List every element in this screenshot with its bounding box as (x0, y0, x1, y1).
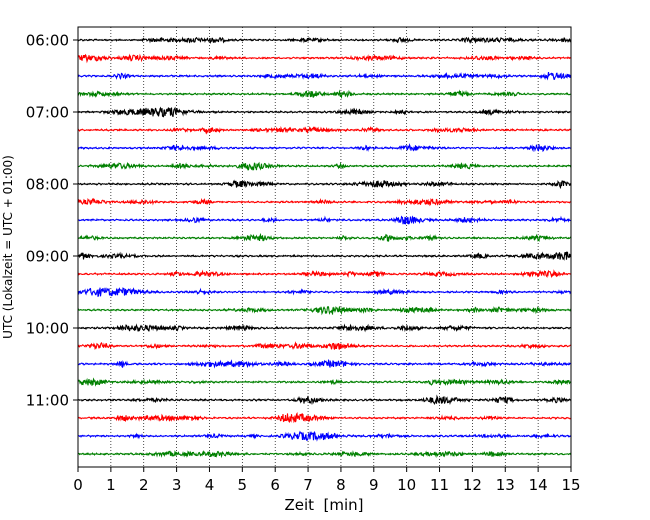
y-axis-ticks: 06:00 07:00 08:00 09:00 10:00 11:00 (26, 32, 78, 410)
grid-lines (110, 27, 539, 467)
x-tick-label: 0 (73, 476, 83, 494)
traces (77, 36, 572, 459)
x-axis-label: Zeit [min] (284, 496, 363, 514)
trace-line (77, 251, 572, 261)
trace-line (77, 179, 572, 190)
x-tick-label: 15 (561, 476, 580, 494)
trace-line (77, 232, 572, 243)
x-tick-label: 5 (238, 476, 248, 494)
trace-line (77, 430, 572, 442)
trace-line (77, 358, 572, 369)
y-axis-label: UTC (Lokalzeit = UTC + 01:00) (1, 155, 15, 339)
trace-line (77, 106, 572, 118)
y-tick-label: 08:00 (26, 176, 69, 194)
trace-line (77, 394, 572, 406)
y-tick-label: 07:00 (26, 104, 69, 122)
x-tick-label: 13 (496, 476, 515, 494)
x-axis-ticks: 0 1 2 3 4 5 6 7 8 9 10 11 12 13 14 15 (73, 467, 581, 494)
trace-line (77, 71, 572, 81)
trace-line (77, 341, 572, 351)
trace-line (77, 125, 572, 135)
trace-line (77, 450, 572, 459)
trace-line (77, 412, 572, 424)
trace-line (77, 269, 572, 279)
y-tick-label: 06:00 (26, 32, 69, 50)
trace-line (77, 53, 572, 64)
trace-line (77, 143, 572, 153)
trace-line (77, 89, 572, 100)
x-tick-label: 9 (369, 476, 379, 494)
x-tick-label: 10 (397, 476, 416, 494)
x-tick-label: 3 (172, 476, 182, 494)
x-tick-label: 14 (529, 476, 548, 494)
x-tick-label: 2 (139, 476, 149, 494)
trace-line (77, 323, 572, 333)
trace-line (77, 305, 572, 316)
trace-line (77, 215, 572, 225)
x-tick-label: 4 (205, 476, 215, 494)
trace-line (77, 197, 572, 207)
x-tick-label: 12 (463, 476, 482, 494)
x-tick-label: 6 (270, 476, 280, 494)
trace-line (77, 161, 572, 171)
plot-frame (77, 26, 572, 468)
trace-line (77, 36, 572, 45)
x-tick-label: 7 (303, 476, 313, 494)
x-tick-label: 8 (336, 476, 346, 494)
x-tick-label: 11 (430, 476, 449, 494)
y-tick-label: 11:00 (26, 392, 69, 410)
trace-line (77, 287, 572, 298)
y-tick-label: 10:00 (26, 320, 69, 338)
trace-line (77, 377, 572, 387)
x-tick-label: 1 (106, 476, 116, 494)
y-tick-label: 09:00 (26, 248, 69, 266)
